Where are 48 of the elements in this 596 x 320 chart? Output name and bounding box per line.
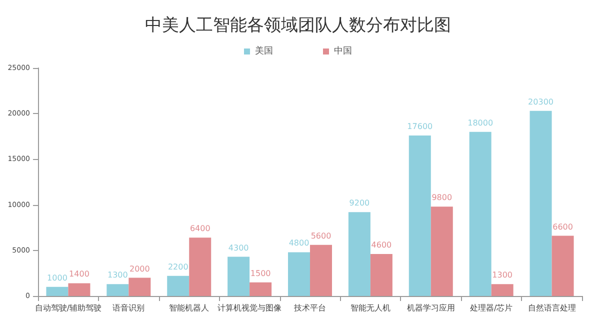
data-label: 9200 xyxy=(349,198,370,208)
data-label: 18000 xyxy=(468,118,494,128)
x-tick-label: 机器学习应用 xyxy=(406,304,455,312)
x-tick-label: 处理器/芯片 xyxy=(470,304,513,312)
bar xyxy=(46,286,68,296)
bar xyxy=(408,135,431,296)
data-label: 20300 xyxy=(528,97,554,106)
bar xyxy=(370,254,392,296)
data-label: 6600 xyxy=(552,222,573,232)
legend-label: 美国 xyxy=(255,46,273,56)
data-label: 2200 xyxy=(168,262,188,272)
bar xyxy=(228,256,250,296)
x-tick-label: 自然语言处理 xyxy=(528,304,576,312)
legend-label: 中国 xyxy=(334,46,352,56)
data-label: 1400 xyxy=(69,270,90,279)
data-label: 9800 xyxy=(432,193,452,202)
x-tick-label: 智能无人机 xyxy=(350,304,390,312)
bar xyxy=(430,206,453,296)
x-tick-label: 计算机视觉与图像 xyxy=(218,304,282,312)
x-tick-label: 智能机器人 xyxy=(169,304,210,312)
data-label: 4300 xyxy=(228,243,249,252)
data-label: 1000 xyxy=(47,273,68,282)
x-tick-label: 自动驾驶/辅助驾驶 xyxy=(34,304,102,312)
bar xyxy=(552,236,574,296)
bar xyxy=(530,110,552,296)
x-tick-label: 语音识别 xyxy=(112,304,145,312)
data-label: 4800 xyxy=(288,238,310,248)
bar xyxy=(310,244,332,296)
data-label: 1300 xyxy=(107,270,128,280)
chart-title: 中美人工智能各领域团队人数分布对比图 xyxy=(145,16,451,36)
data-label: 6400 xyxy=(190,224,210,234)
data-label: 5600 xyxy=(310,231,332,240)
data-label: 1500 xyxy=(250,268,271,278)
bar xyxy=(68,283,90,296)
bar xyxy=(491,284,514,296)
bar xyxy=(128,278,151,296)
bar xyxy=(106,284,129,296)
bar xyxy=(250,282,272,296)
bar xyxy=(469,132,492,296)
bar xyxy=(348,212,370,296)
bar xyxy=(167,276,190,296)
x-tick-label: 技术平台 xyxy=(293,304,326,312)
data-label: 17600 xyxy=(407,122,433,131)
data-label: 2000 xyxy=(129,264,150,274)
bar xyxy=(288,252,310,296)
data-label: 4600 xyxy=(371,240,392,250)
bar xyxy=(189,238,212,296)
data-label: 1300 xyxy=(492,270,513,280)
